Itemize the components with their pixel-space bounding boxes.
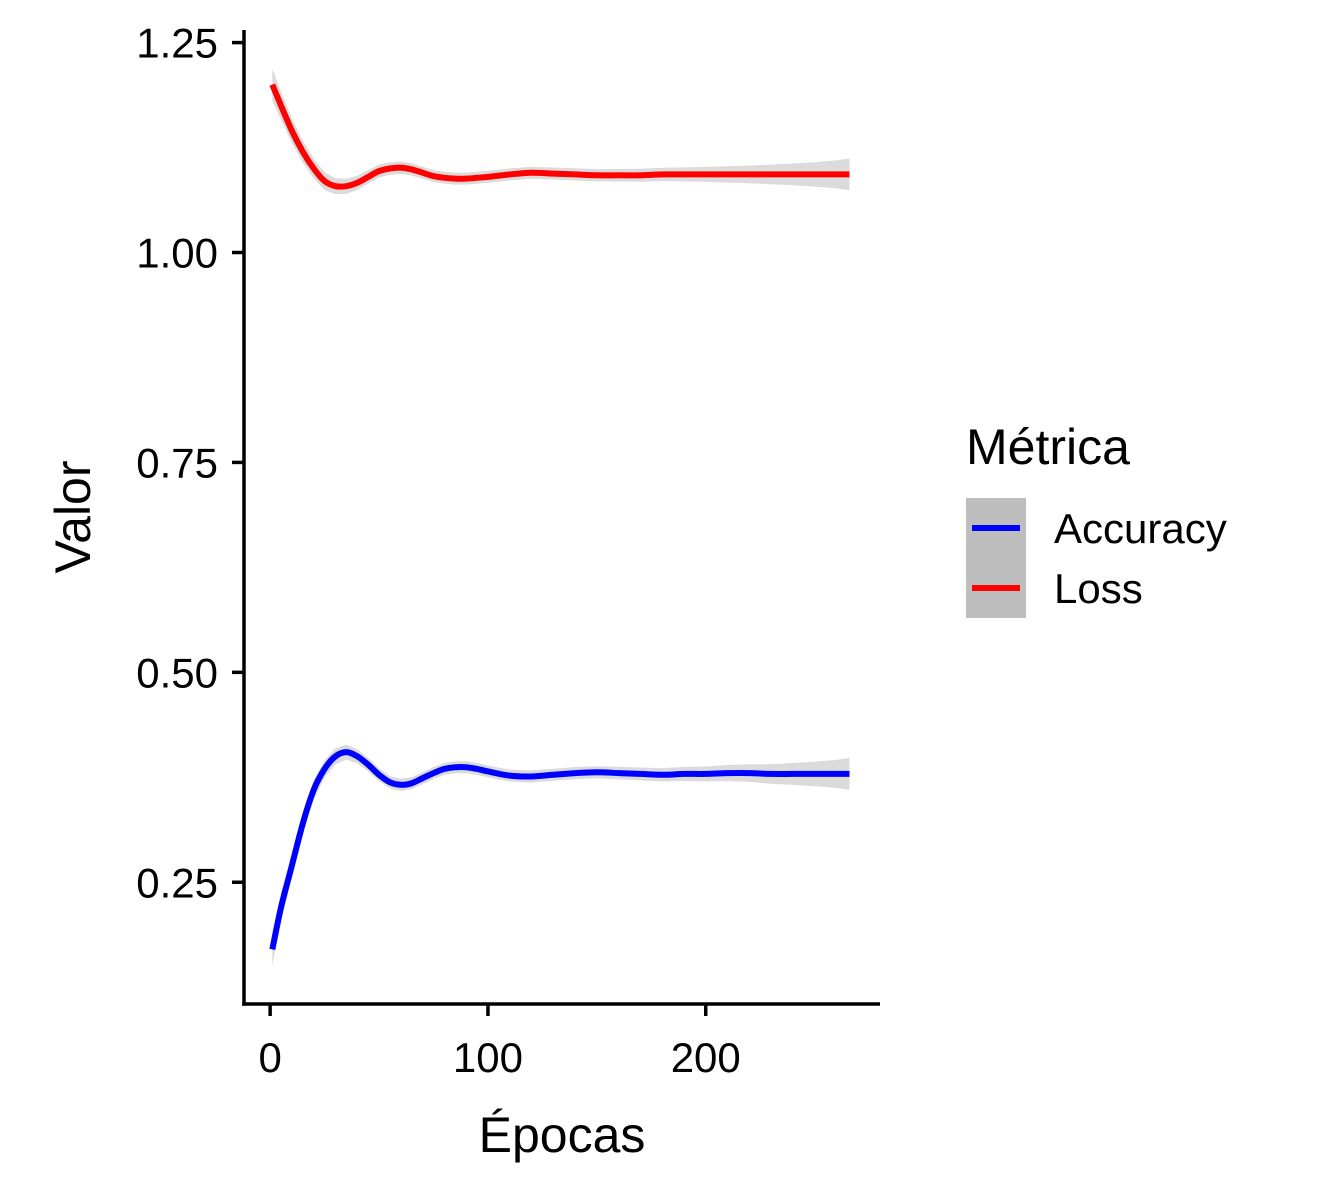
confidence-band-accuracy [272,744,850,966]
x-tick-label: 0 [258,1034,281,1081]
x-axis-ticks: 0 100 200 [258,1004,741,1081]
series-line-accuracy [269,749,850,951]
legend-title: Métrica [966,419,1130,475]
x-axis-title: Épocas [479,1107,646,1163]
plot-area [269,68,850,966]
y-axis-title: Valor [45,460,101,573]
y-tick-label: 0.75 [136,439,218,486]
confidence-bands [272,68,850,966]
y-tick-label: 0.25 [136,859,218,906]
y-tick-label: 1.25 [136,20,218,67]
y-tick-label: 0.50 [136,649,218,696]
legend-label-accuracy: Accuracy [1054,505,1227,552]
series-line-loss [269,83,850,190]
legend-label-loss: Loss [1054,565,1143,612]
series-lines [269,83,850,951]
legend-items: Accuracy Loss [966,498,1227,618]
x-tick-label: 200 [671,1034,741,1081]
y-tick-label: 1.00 [136,230,218,277]
x-tick-label: 100 [453,1034,523,1081]
legend: Métrica Accuracy Loss [966,419,1227,618]
y-axis-ticks: 0.25 0.50 0.75 1.00 1.25 [136,20,244,906]
